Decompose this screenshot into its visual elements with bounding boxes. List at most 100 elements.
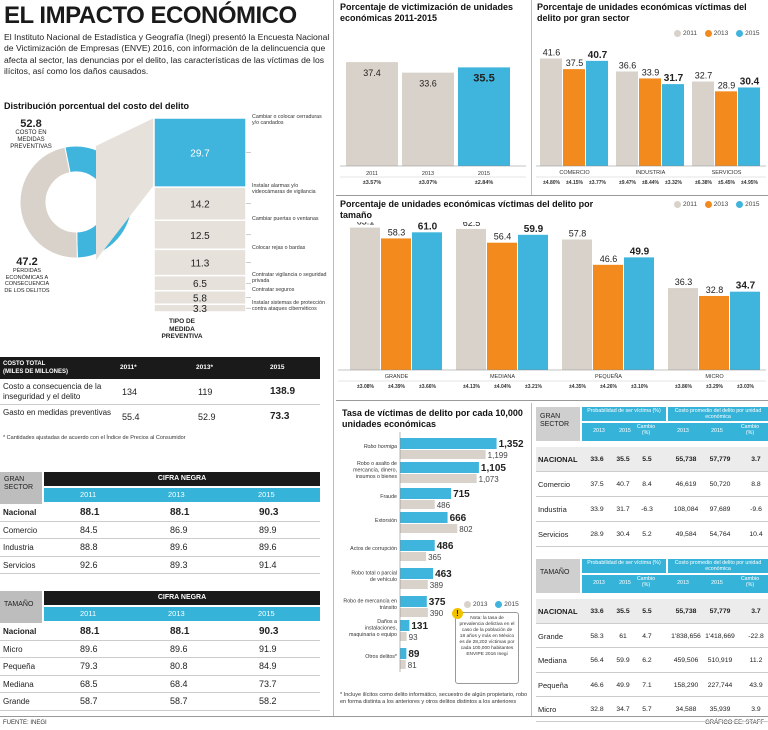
rate-category: tránsito [380,605,397,611]
rate-bar-2015 [400,488,452,499]
rate-bar-2013 [400,474,477,483]
stack-labels: Cambiar o colocar cerraduras y/o candado… [252,112,330,312]
bar-label: 32.7 [695,71,713,81]
bar-label: 57.8 [569,229,587,239]
donut-prevent-value: 52.8 [20,118,42,130]
bar-pct: ±4.80% [543,180,560,186]
sector-title: Porcentaje de unidades económicas víctim… [537,2,747,23]
bar-label: 36.3 [675,277,693,287]
rate-category: instalaciones, [365,626,397,632]
bar [616,71,638,166]
rate-label-2013: 389 [430,581,444,590]
table-row: Nacional 88.1 88.1 90.3 [0,504,320,522]
rate-bar-2015 [400,568,434,579]
rate-title: Tasa de víctimas de delito por cada 10,0… [342,408,523,429]
distribution-title: Distribución porcentual del costo del de… [4,101,190,111]
bar-pct: ±3.29% [706,384,723,390]
stack-title: TIPO DE MEDIDA PREVENTIVA [161,318,203,340]
bar-pct: ±3.77% [589,180,606,186]
bar [738,87,760,166]
stack-label: Contratar vigilancia o seguridad privada [252,271,327,284]
stack-label: Cambiar puertas o ventanas [252,216,319,223]
donut-loss-label: PÉRDIDAS ECONÓMICAS A CONSECUENCIA DE LO… [4,268,50,294]
category-label: SERVICIOS [712,170,742,176]
cost-table-h1: 2011* [120,364,137,371]
rate-category: insumos o bienes [356,474,398,480]
stack-value: 12.5 [190,231,210,242]
rate-label-2013: 390 [430,609,444,618]
table-row: Pequeña 79.3 80.8 84.9 [0,658,320,676]
vict-category: 2011 [366,171,378,177]
bar-pct: ±3.86% [675,384,692,390]
rate-label-2015: 375 [429,597,446,608]
bar [624,257,654,370]
bar-label: 41.6 [543,48,561,58]
bar [699,295,729,370]
rate-bar-2013 [400,580,428,589]
distribution-chart: 29.7 14.2 12.5 11.3 6.5 5.83.3 [19,117,251,315]
vict-label: 37.4 [363,68,381,78]
vict-pct: ±3.07% [419,180,438,186]
vict-label: 35.5 [473,72,494,84]
stacked-bar: 29.7 14.2 12.5 11.3 6.5 5.83.3 [153,117,251,315]
bar-pct: ±4.95% [741,180,758,186]
bar [518,234,548,370]
rate-bar-2013 [400,660,406,669]
rate-bar-2013 [400,632,407,641]
cost-row-1: Costo a consecuencia de la inseguridad y… [0,379,320,405]
bar-pct: ±3.21% [525,384,542,390]
cost-table-h0b: (MILES DE MILLONES) [3,369,68,375]
donut-loss-callout: 47.2 PÉRDIDAS ECONÓMICAS A CONSECUENCIA … [4,256,50,294]
vict-label: 33.6 [419,79,437,89]
cost-head: Costo promedio del delito por unidad eco… [668,407,768,421]
rate-label-2013: 1,199 [488,451,509,460]
table-row: Comercio 84.5 86.9 89.9 [0,522,320,539]
bar-label: 37.5 [566,58,584,68]
bar [412,232,442,370]
bar-pct: ±3.66% [419,384,436,390]
table-row: Industria 33.9 31.7 -6.3 108,084 97,689 -9.6 [536,497,768,522]
rate-label-2015: 715 [453,489,470,500]
bar-pct: ±4.26% [600,384,617,390]
stack-value: 14.2 [190,200,210,211]
table-row: Servicios 28.9 30.4 5.2 49,584 54,764 10.4 [536,522,768,547]
rate-category: Actos de corrupción [350,546,397,552]
vict-pct: ±2.84% [475,180,494,186]
rate-bar-2015 [400,648,407,659]
bar-pct: ±4.13% [463,384,480,390]
rate-label-2015: 89 [408,649,420,660]
rate-bar-2015 [400,512,448,523]
table-row: Servicios 92.6 89.3 91.4 [0,557,320,574]
table-row: Comercio 37.5 40.7 8.4 46,619 50,720 8.8 [536,472,768,497]
donut-prevent-label: COSTO EN MEDIDAS PREVENTIVAS [10,130,52,150]
table-row: NACIONAL 33.6 35.5 5.5 55,738 57,779 3.7 [536,599,768,624]
cost-row-2: Gasto en medidas preventivas 55.4 52.9 7… [3,408,290,422]
bar-label: 46.6 [600,254,618,264]
size-legend: 2011 2013 2015 [668,201,760,208]
bar-pct: ±4.39% [388,384,405,390]
rate-label-2013: 802 [459,525,473,534]
bar [456,228,486,370]
table-row: Industria 88.8 89.6 89.6 [0,539,320,557]
bar [639,78,661,166]
rate-label-2015: 463 [435,569,452,580]
victimization-chart: 37.4 2011 ±3.57% 33.6 2013 ±3.07% 35.5 2015 ±2.8… [340,62,526,186]
bar-label: 58.3 [388,227,406,237]
bar [692,81,714,166]
bar [350,227,380,370]
bar-pct: ±3.32% [665,180,682,186]
rate-label-2013: 93 [409,633,418,642]
prob-sector-table: GRAN SECTOR Probabilidad de ser víctima (… [536,407,768,553]
bar [562,239,592,370]
bar [668,288,698,370]
sector-legend: 2011 2013 2015 [668,30,760,37]
rate-bar-2013 [400,608,428,617]
bar-label: 33.9 [642,67,660,77]
rate-category: de vehículo [370,577,397,583]
table-row: Micro 89.6 89.6 91.9 [0,641,320,658]
victimization-title: Porcentaje de victimización de unidades … [340,2,514,23]
table-row: Mediana 68.5 68.4 73.7 [0,676,320,693]
rate-category: Robo de mercancía en [343,599,397,605]
stack-segment [153,117,247,188]
